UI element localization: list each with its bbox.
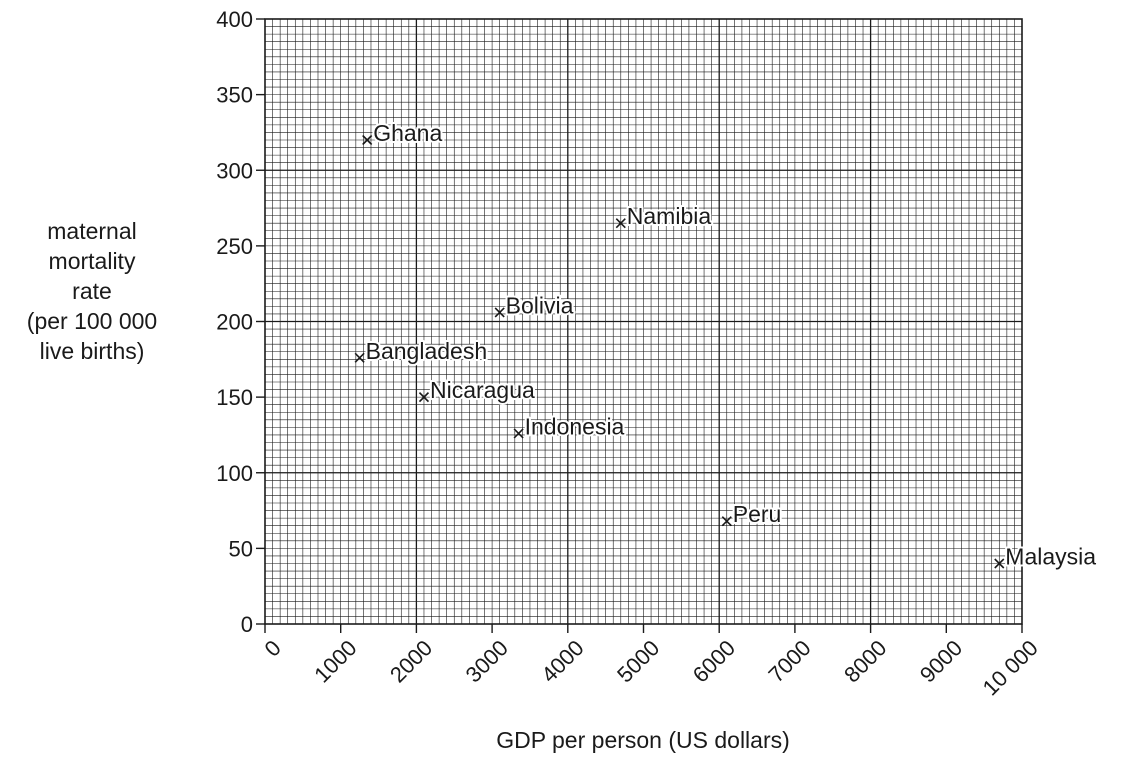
x-tick-label: 10 000 <box>978 635 1043 700</box>
y-axis-title-line: mortality <box>49 248 136 274</box>
data-point-label: Namibia <box>627 203 712 229</box>
x-axis-title: GDP per person (US dollars) <box>496 727 790 753</box>
cross-marker-stroke <box>994 558 1005 569</box>
cross-marker-stroke <box>721 516 732 527</box>
x-tick-label: 8000 <box>839 635 891 687</box>
cross-marker-stroke <box>615 218 626 229</box>
y-tick-label: 100 <box>216 461 253 486</box>
y-axis-title-line: rate <box>72 278 112 304</box>
y-tick-label: 200 <box>216 310 253 335</box>
y-axis-title-line: live births) <box>40 338 145 364</box>
data-point: Bangladesh <box>354 336 489 366</box>
y-tick-label: 250 <box>216 234 253 259</box>
y-tick-label: 300 <box>216 158 253 183</box>
x-tick-label: 6000 <box>688 635 740 687</box>
y-tick-label: 400 <box>216 7 253 32</box>
x-tick-label: 9000 <box>915 635 967 687</box>
data-point: Malaysia <box>994 542 1098 572</box>
x-tick-label: 4000 <box>536 635 588 687</box>
y-tick-label: 350 <box>216 83 253 108</box>
data-point-label: Nicaragua <box>430 377 535 403</box>
data-point: Peru <box>721 499 783 529</box>
data-point: Indonesia <box>513 411 627 441</box>
cross-marker-stroke <box>513 428 524 439</box>
y-tick-label: 50 <box>229 536 253 561</box>
data-points: Ghana Namibia Bolivia Bangladesh Nicaragua In… <box>354 118 1098 572</box>
cross-marker-stroke <box>494 307 505 318</box>
data-point: Bolivia <box>494 290 576 320</box>
cross-marker-stroke <box>354 352 365 363</box>
y-axis-title-line: (per 100 000 <box>27 308 157 334</box>
data-point-label: Ghana <box>373 120 442 146</box>
data-point-label: Bolivia <box>506 292 574 318</box>
y-axis-title: maternal mortality rate (per 100 000 live bi… <box>27 218 157 364</box>
cross-marker-stroke <box>418 392 430 403</box>
data-point: Ghana <box>362 118 444 148</box>
cross-marker-stroke <box>362 134 373 146</box>
grid <box>264 18 1023 625</box>
x-tick-label: 1000 <box>309 635 361 687</box>
data-point: Namibia <box>615 201 713 231</box>
data-point: Nicaragua <box>418 375 537 405</box>
data-point-label: Malaysia <box>1005 544 1096 570</box>
data-point-label: Bangladesh <box>366 338 488 364</box>
x-tick-label: 2000 <box>385 635 437 687</box>
x-tick-label: 5000 <box>612 635 664 687</box>
data-point-label: Peru <box>733 501 782 527</box>
x-tick-label: 3000 <box>461 635 513 687</box>
y-axis-title-line: maternal <box>47 218 136 244</box>
y-tick-label: 150 <box>216 385 253 410</box>
x-tick-label: 7000 <box>763 635 815 687</box>
data-point-label: Indonesia <box>525 413 625 439</box>
y-tick-label: 0 <box>241 612 253 637</box>
x-tick-label: 0 <box>260 635 286 661</box>
